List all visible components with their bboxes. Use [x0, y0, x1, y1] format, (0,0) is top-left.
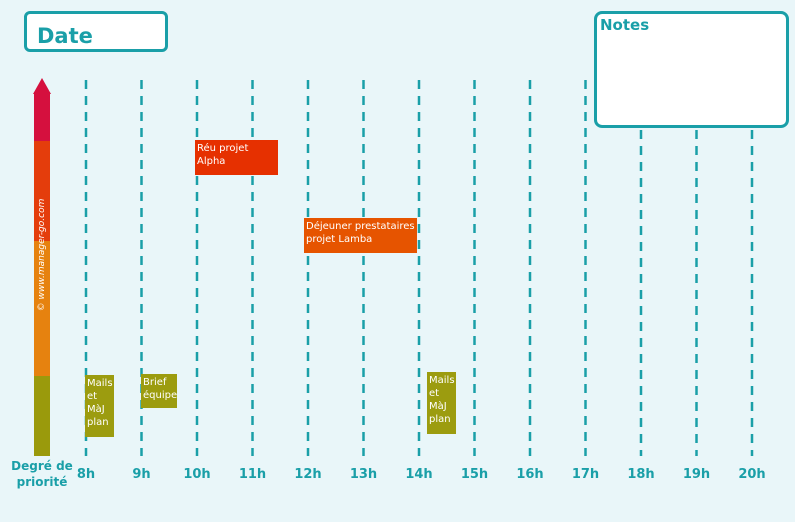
hour-label-17h: 17h — [571, 467, 600, 482]
hour-label-13h: 13h — [349, 467, 378, 482]
hour-label-16h: 16h — [516, 467, 544, 482]
hour-label-15h: 15h — [460, 467, 489, 482]
priority-segment-high — [34, 92, 50, 155]
task-reu-projet-alpha[interactable]: Réu projet Alpha — [195, 140, 278, 175]
hour-label-19h: 19h — [682, 467, 711, 482]
arrow-head-icon — [33, 78, 51, 94]
task-label: Réu projet Alpha — [197, 143, 249, 167]
task-mails-maj-plan-14h[interactable]: Mails et MàJ plan — [427, 372, 456, 434]
task-label: Mails et MàJ plan — [87, 378, 113, 428]
priority-arrow — [33, 78, 51, 456]
notes-label: Notes — [600, 16, 650, 34]
priority-label-line1: Degré de — [11, 459, 73, 473]
hour-label-8h: 8h — [76, 467, 96, 482]
hour-label-20h: 20h — [738, 467, 766, 482]
task-brief-equipe[interactable]: Brief équipe — [141, 374, 177, 408]
task-mails-maj-plan-8h[interactable]: Mails et MàJ plan — [85, 375, 114, 437]
hour-label-11h: 11h — [238, 467, 267, 482]
priority-axis-label: Degré de priorité — [10, 458, 74, 490]
task-label: Brief équipe — [143, 377, 177, 401]
task-label: Déjeuner prestataires projet Lamba — [306, 221, 415, 245]
task-label: Mails et MàJ plan — [429, 375, 455, 425]
priority-segment-low — [34, 376, 50, 456]
watermark: © www.manager-go.com — [37, 198, 47, 312]
hour-label-9h: 9h — [132, 467, 151, 482]
task-dejeuner-prestataires[interactable]: Déjeuner prestataires projet Lamba — [304, 218, 417, 253]
priority-segment-mid-high — [34, 141, 50, 241]
date-label: Date — [37, 24, 93, 48]
priority-segment-mid — [34, 241, 50, 376]
date-box[interactable]: Date — [24, 11, 168, 52]
hour-label-12h: 12h — [294, 467, 322, 482]
hour-label-14h: 14h — [405, 467, 433, 482]
hour-label-10h: 10h — [183, 467, 211, 482]
hour-label-18h: 18h — [627, 467, 655, 482]
notes-box[interactable]: Notes — [594, 11, 789, 128]
priority-label-line2: priorité — [16, 475, 68, 489]
